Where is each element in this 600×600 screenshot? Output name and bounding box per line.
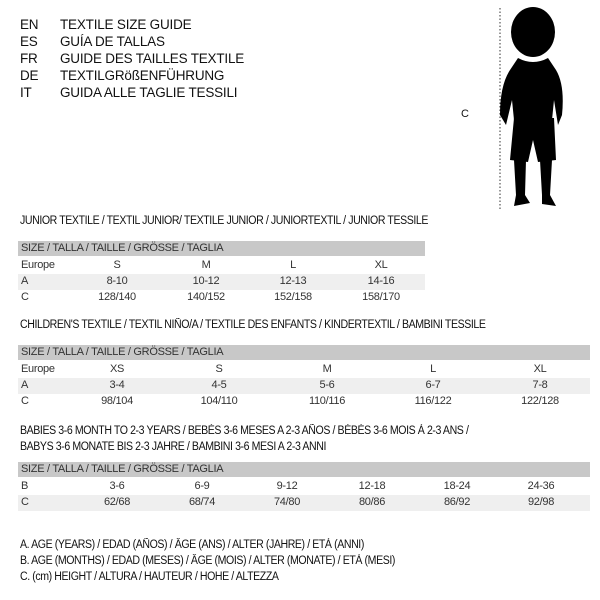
- table-row: Europe XS S M L XL: [18, 362, 590, 378]
- row-label: C: [21, 496, 29, 508]
- table-cell: 12-13: [279, 275, 307, 287]
- table-row: Europe S M L XL: [18, 258, 425, 274]
- row-label: C: [21, 395, 29, 407]
- table-cell: 74/80: [273, 496, 301, 508]
- language-code: EN: [20, 17, 39, 32]
- table-cell: L: [430, 363, 436, 375]
- size-table: SIZE / TALLA / TAILLE / GRÖSSE / TAGLIA B…: [18, 462, 590, 511]
- table-cell: 12-18: [358, 480, 386, 492]
- section-title: CHILDREN'S TEXTILE / TEXTIL NIÑO/A / TEX…: [20, 319, 486, 331]
- table-cell: M: [322, 363, 332, 375]
- height-label: C: [461, 108, 469, 120]
- legend-line: A. AGE (YEARS) / EDAD (AÑOS) / ÂGE (ANS)…: [20, 539, 364, 551]
- size-table: SIZE / TALLA / TAILLE / GRÖSSE / TAGLIA E…: [18, 241, 425, 306]
- table-cell: 24-36: [527, 480, 555, 492]
- table-cell: 68/74: [188, 496, 216, 508]
- language-code: DE: [20, 68, 39, 83]
- table-row: C 98/104 104/110 110/116 116/122 122/128: [18, 394, 590, 410]
- section-title-line2: BABYS 3-6 MONATE BIS 2-3 JAHRE / BAMBINI…: [20, 441, 327, 453]
- table-cell: S: [215, 363, 223, 375]
- table-cell: 116/122: [414, 395, 452, 407]
- size-table: SIZE / TALLA / TAILLE / GRÖSSE / TAGLIA E…: [18, 345, 590, 410]
- table-cell: 158/170: [362, 291, 400, 303]
- language-title: TEXTILGRößENFÜHRUNG: [60, 68, 225, 83]
- table-header: SIZE / TALLA / TAILLE / GRÖSSE / TAGLIA: [18, 462, 590, 477]
- table-cell: XS: [109, 363, 125, 375]
- table-cell: 80/86: [358, 496, 386, 508]
- header-label: SIZE / TALLA / TAILLE / GRÖSSE / TAGLIA: [21, 346, 224, 358]
- table-row: C 128/140 140/152 152/158 158/170: [18, 290, 425, 306]
- table-cell: 8-10: [106, 275, 128, 287]
- table-cell: 9-12: [276, 480, 298, 492]
- row-label: A: [21, 379, 29, 391]
- legend-line: C. (cm) HEIGHT / ALTURA / HAUTEUR / HÖHE…: [20, 571, 279, 583]
- table-header: SIZE / TALLA / TAILLE / GRÖSSE / TAGLIA: [18, 345, 590, 360]
- table-cell: S: [113, 259, 121, 271]
- language-code: FR: [20, 51, 38, 66]
- row-label: A: [21, 275, 29, 287]
- table-cell: XL: [374, 259, 388, 271]
- table-cell: 128/140: [98, 291, 136, 303]
- table-cell: L: [290, 259, 296, 271]
- table-row: B 3-6 6-9 9-12 12-18 18-24 24-36: [18, 479, 590, 495]
- table-cell: 152/158: [274, 291, 312, 303]
- table-cell: 3-4: [109, 379, 125, 391]
- table-cell: 86/92: [443, 496, 471, 508]
- table-cell: 110/116: [308, 395, 346, 407]
- table-cell: 92/98: [527, 496, 555, 508]
- row-label: B: [21, 480, 29, 492]
- child-silhouette-icon: [499, 7, 563, 210]
- language-code: IT: [20, 85, 32, 100]
- language-title: TEXTILE SIZE GUIDE: [60, 17, 192, 32]
- table-header: SIZE / TALLA / TAILLE / GRÖSSE / TAGLIA: [18, 241, 425, 256]
- table-cell: M: [201, 259, 211, 271]
- table-row: A 8-10 10-12 12-13 14-16: [18, 274, 425, 290]
- table-cell: 98/104: [101, 395, 133, 407]
- table-cell: 104/110: [200, 395, 238, 407]
- legend-line: B. AGE (MONTHS) / EDAD (MESES) / ÂGE (MO…: [20, 555, 395, 567]
- row-label: C: [21, 291, 29, 303]
- table-cell: 10-12: [192, 275, 220, 287]
- table-row: A 3-4 4-5 5-6 6-7 7-8: [18, 378, 590, 394]
- language-title: GUÍA DE TALLAS: [60, 34, 165, 49]
- table-cell: 5-6: [319, 379, 335, 391]
- row-label: Europe: [21, 259, 55, 271]
- header-label: SIZE / TALLA / TAILLE / GRÖSSE / TAGLIA: [21, 242, 224, 254]
- table-cell: 4-5: [211, 379, 227, 391]
- table-cell: 62/68: [103, 496, 131, 508]
- table-cell: 18-24: [443, 480, 471, 492]
- table-cell: 6-9: [194, 480, 210, 492]
- table-cell: XL: [533, 363, 547, 375]
- table-cell: 140/152: [187, 291, 225, 303]
- header-label: SIZE / TALLA / TAILLE / GRÖSSE / TAGLIA: [21, 463, 224, 475]
- table-cell: 3-6: [109, 480, 125, 492]
- table-cell: 6-7: [425, 379, 441, 391]
- table-cell: 122/128: [521, 395, 559, 407]
- table-row: C 62/68 68/74 74/80 80/86 86/92 92/98: [18, 495, 590, 511]
- language-title: GUIDE DES TAILLES TEXTILE: [60, 51, 245, 66]
- section-title: JUNIOR TEXTILE / TEXTIL JUNIOR/ TEXTILE …: [20, 215, 429, 227]
- row-label: Europe: [21, 363, 55, 375]
- language-title: GUIDA ALLE TAGLIE TESSILI: [60, 85, 238, 100]
- table-cell: 14-16: [367, 275, 395, 287]
- table-cell: 7-8: [532, 379, 548, 391]
- section-title: BABIES 3-6 MONTH TO 2-3 YEARS / BEBÉS 3-…: [20, 425, 469, 437]
- language-code: ES: [20, 34, 38, 49]
